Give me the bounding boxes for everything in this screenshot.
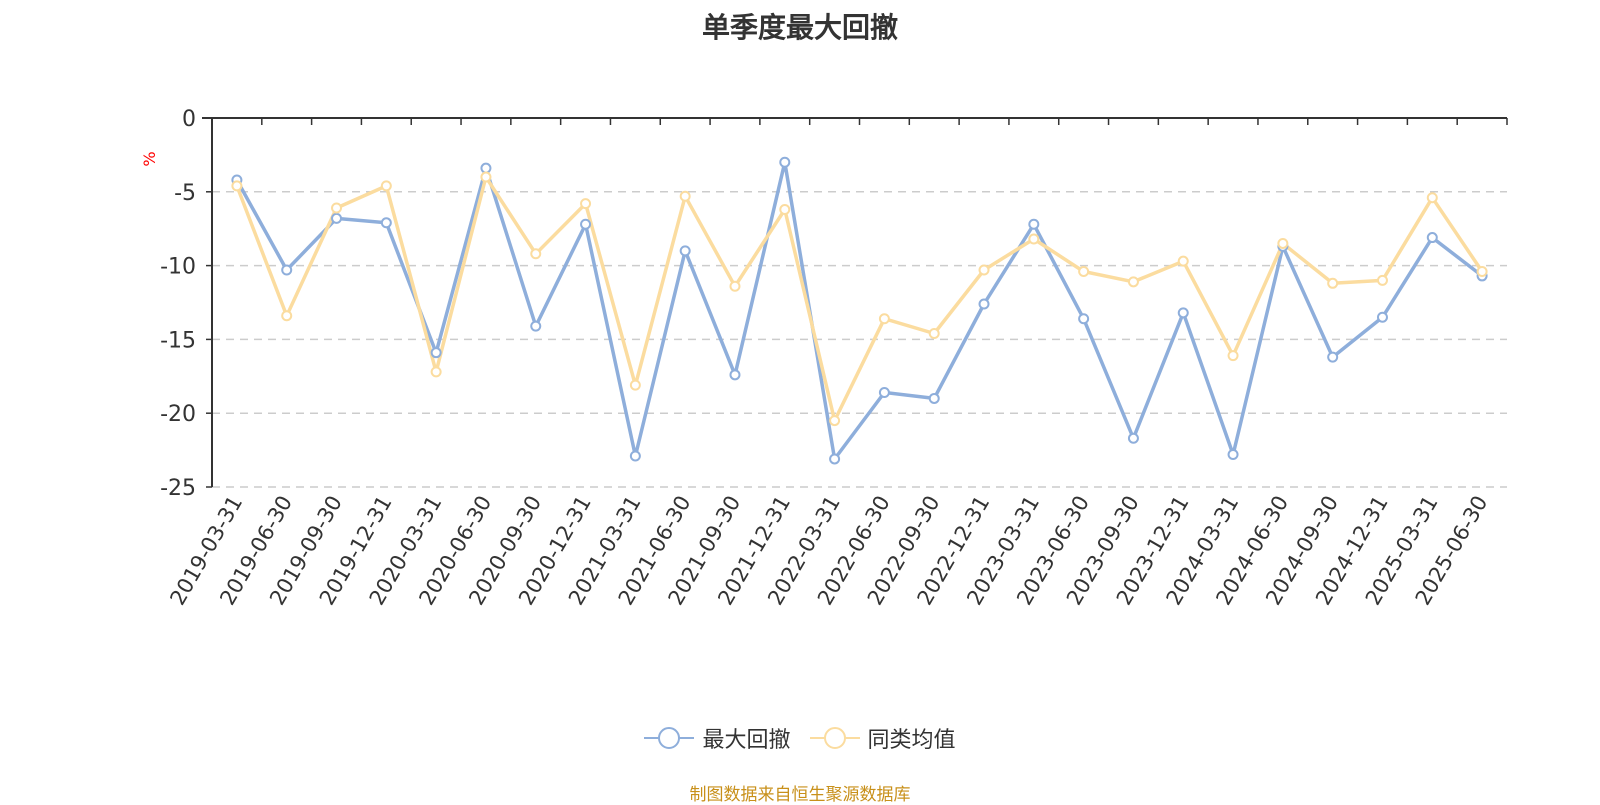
data-point <box>1327 351 1339 363</box>
y-tick-label: -10 <box>160 255 196 280</box>
data-point <box>1227 350 1239 362</box>
data-point <box>1078 313 1090 325</box>
data-point <box>331 202 343 214</box>
data-point <box>430 347 442 359</box>
data-point <box>779 204 791 216</box>
chart-title: 单季度最大回撤 <box>701 11 898 44</box>
data-point <box>1376 274 1388 286</box>
data-point <box>878 313 890 325</box>
y-tick-label: -5 <box>174 181 196 206</box>
source-note: 制图数据来自恒生聚源数据库 <box>689 785 911 805</box>
y-tick-label: -15 <box>160 328 196 353</box>
data-point <box>679 190 691 202</box>
y-tick-label: -20 <box>160 402 196 427</box>
legend-dot-series-2 <box>823 727 846 749</box>
legend-swatch-series-1-icon <box>644 726 695 750</box>
data-point <box>1127 432 1139 444</box>
data-point <box>380 180 392 192</box>
data-point <box>729 369 741 381</box>
data-point <box>779 156 791 168</box>
data-point <box>928 392 940 404</box>
data-point <box>1177 307 1189 319</box>
data-point <box>1426 232 1438 244</box>
data-point <box>1177 255 1189 267</box>
data-point <box>1277 237 1289 249</box>
data-point <box>380 217 392 229</box>
data-point <box>928 327 940 339</box>
data-point <box>331 212 343 224</box>
data-point <box>829 453 841 465</box>
data-point <box>480 171 492 183</box>
data-point <box>729 280 741 292</box>
legend-dot-series-1 <box>658 727 681 749</box>
data-point <box>978 264 990 276</box>
data-point <box>878 387 890 399</box>
data-point <box>480 162 492 174</box>
data-point <box>530 320 542 332</box>
data-point <box>679 245 691 257</box>
data-point <box>1028 218 1040 230</box>
data-point <box>978 298 990 310</box>
data-point <box>281 310 293 322</box>
data-point <box>1327 277 1339 289</box>
series-line-1 <box>235 160 1484 461</box>
legend-item-series-2[interactable]: 同类均值 <box>809 722 956 754</box>
data-point <box>1078 266 1090 278</box>
data-point <box>430 366 442 378</box>
legend: 最大回撤 同类均值 <box>0 722 1600 756</box>
data-point <box>1426 192 1438 204</box>
data-point <box>1028 233 1040 245</box>
data-point <box>829 415 841 427</box>
data-point <box>1227 449 1239 461</box>
data-point <box>580 198 592 210</box>
series-line-2 <box>235 175 1484 423</box>
data-point <box>580 218 592 230</box>
y-tick-label: -25 <box>160 476 196 501</box>
data-point <box>629 379 641 391</box>
data-point <box>629 450 641 462</box>
legend-item-series-1[interactable]: 最大回撤 <box>644 722 791 754</box>
data-point <box>1127 276 1139 288</box>
y-tick-label: 0 <box>182 107 196 132</box>
data-point <box>1476 266 1488 278</box>
data-point <box>1376 311 1388 323</box>
data-point <box>281 264 293 276</box>
data-point <box>530 248 542 260</box>
legend-swatch-series-2-icon <box>809 726 860 750</box>
legend-label-series-2: 同类均值 <box>867 728 956 753</box>
y-axis-label: % <box>140 151 159 166</box>
data-point <box>231 180 243 192</box>
legend-label-series-1: 最大回撤 <box>702 728 791 753</box>
